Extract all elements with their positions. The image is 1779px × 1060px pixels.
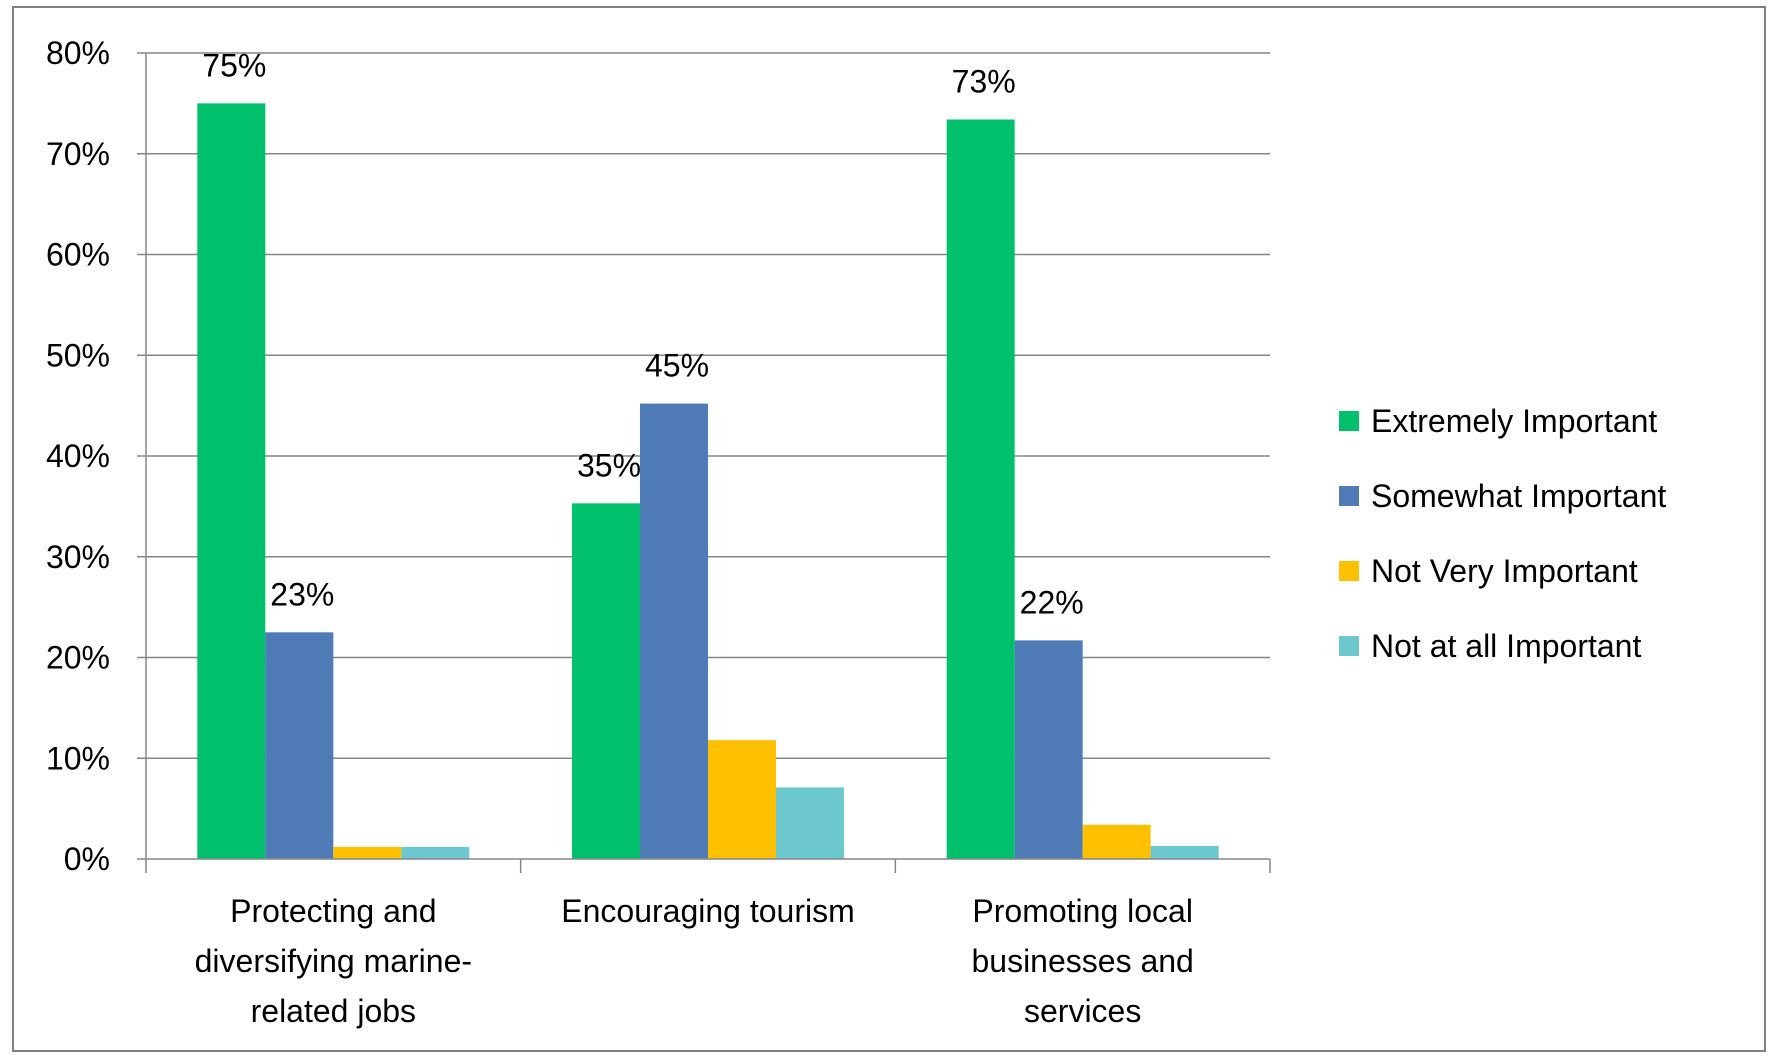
y-tick-label: 70% bbox=[46, 136, 110, 172]
legend-swatch bbox=[1339, 636, 1359, 656]
x-tick-label: Protecting and diversifying marine-relate… bbox=[195, 893, 472, 1029]
bar bbox=[401, 846, 470, 859]
y-tick-label: 80% bbox=[46, 35, 110, 71]
chart-frame bbox=[12, 6, 1766, 1052]
bar bbox=[776, 787, 844, 859]
data-label: 23% bbox=[270, 576, 334, 612]
data-label: 73% bbox=[952, 63, 1016, 99]
x-tick-label-line: related jobs bbox=[251, 993, 416, 1029]
data-label: 45% bbox=[645, 348, 709, 384]
bar bbox=[946, 119, 1015, 860]
data-label: 75% bbox=[202, 47, 266, 83]
x-tick-label: Promoting local businesses and services bbox=[971, 893, 1193, 1029]
x-tick-label-line: diversifying marine- bbox=[195, 943, 472, 979]
data-label: 22% bbox=[1020, 584, 1084, 620]
legend: Extremely Important Somewhat Important Not… bbox=[1339, 403, 1666, 664]
bar bbox=[1150, 845, 1219, 859]
y-tick-label: 40% bbox=[46, 438, 110, 474]
y-tick-label: 0% bbox=[64, 841, 110, 877]
data-label: 35% bbox=[577, 447, 641, 483]
legend-label: Somewhat Important bbox=[1371, 478, 1666, 514]
bar bbox=[265, 632, 334, 859]
bar bbox=[197, 103, 266, 859]
bar bbox=[708, 740, 776, 859]
legend-label: Extremely Important bbox=[1371, 403, 1657, 439]
axes: 0% 10% 20% 30% 40% 50% 60% 70% 80% Protecting and… bbox=[46, 35, 1271, 1029]
y-tick-label: 10% bbox=[46, 740, 110, 776]
x-tick-label-line: Promoting local bbox=[972, 893, 1193, 929]
data-labels: 75% 23% 35% 45% 73% 22% bbox=[202, 47, 1083, 620]
y-tick-label: 30% bbox=[46, 539, 110, 575]
bar bbox=[1082, 824, 1151, 859]
x-tick-label: Encouraging tourism bbox=[561, 893, 854, 929]
bar bbox=[333, 846, 402, 859]
legend-label: Not at all Important bbox=[1371, 628, 1641, 664]
legend-label: Not Very Important bbox=[1371, 553, 1638, 589]
bars bbox=[197, 103, 1219, 860]
y-tick-label: 60% bbox=[46, 237, 110, 273]
bar bbox=[572, 503, 640, 859]
y-tick-label: 50% bbox=[46, 337, 110, 373]
x-tick-label-line: services bbox=[1024, 993, 1141, 1029]
x-tick-label-line: businesses and bbox=[971, 943, 1193, 979]
x-tick-label-line: Protecting and bbox=[230, 893, 436, 929]
legend-swatch bbox=[1339, 561, 1359, 581]
bar bbox=[640, 403, 708, 859]
y-tick-label: 20% bbox=[46, 640, 110, 676]
legend-swatch bbox=[1339, 486, 1359, 506]
bar bbox=[1014, 640, 1083, 859]
legend-swatch bbox=[1339, 411, 1359, 431]
x-tick-label-line: Encouraging tourism bbox=[561, 893, 854, 929]
